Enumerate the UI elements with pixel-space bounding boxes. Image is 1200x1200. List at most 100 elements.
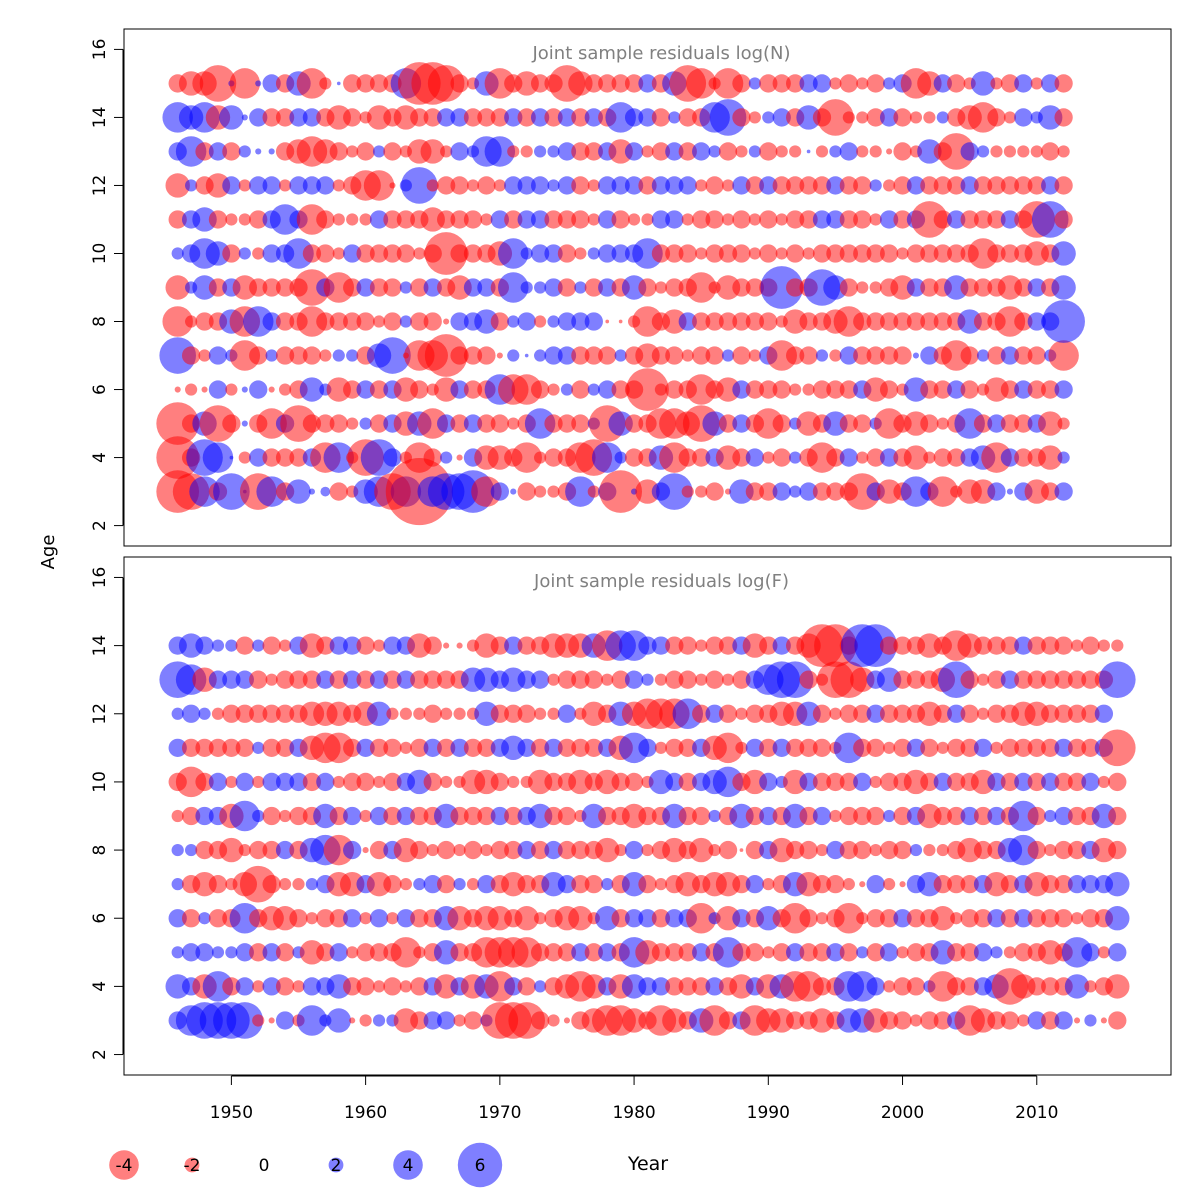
residual-bubble bbox=[654, 281, 668, 294]
residual-bubble bbox=[547, 315, 560, 328]
residual-bubble bbox=[933, 448, 952, 467]
residual-bubble bbox=[504, 636, 523, 655]
residual-bubble bbox=[156, 402, 200, 445]
residual-bubble bbox=[178, 633, 204, 658]
residual-bubble bbox=[171, 247, 184, 260]
residual-bubble bbox=[507, 417, 520, 430]
residual-bubble bbox=[793, 971, 824, 1002]
residual-bubble bbox=[718, 1011, 738, 1030]
residual-bubble bbox=[745, 806, 765, 826]
panel-log-n: Joint sample residuals log(N) 2 4 6 8 10 12 14… bbox=[90, 28, 1172, 547]
residual-bubble bbox=[343, 909, 362, 928]
residual-bubble bbox=[732, 278, 751, 297]
residual-bubble bbox=[547, 707, 560, 720]
residual-bubble bbox=[839, 74, 858, 93]
size-legend: -4 -2 0 2 4 6 bbox=[109, 1142, 503, 1188]
residual-bubble bbox=[933, 176, 952, 195]
residual-bubble bbox=[799, 176, 818, 195]
residual-bubble bbox=[343, 108, 362, 127]
residual-bubble bbox=[695, 247, 708, 260]
residual-bubble bbox=[255, 148, 262, 155]
residual-bubble bbox=[383, 210, 402, 229]
residual-bubble bbox=[1000, 414, 1020, 433]
residual-bubble bbox=[903, 769, 929, 795]
residual-bubble bbox=[1054, 176, 1073, 195]
residual-bubble bbox=[638, 74, 657, 93]
residual-bubble bbox=[437, 840, 456, 860]
residual-bubble bbox=[1067, 875, 1087, 894]
residual-bubble bbox=[772, 108, 791, 127]
residual-bubble bbox=[520, 145, 533, 158]
residual-bubble bbox=[534, 349, 547, 362]
residual-bubble bbox=[1108, 1011, 1127, 1030]
residual-bubble bbox=[614, 843, 627, 857]
residual-bubble bbox=[511, 442, 542, 473]
residual-bubble bbox=[366, 701, 392, 726]
residual-bubble bbox=[168, 738, 187, 757]
residual-bubble bbox=[252, 741, 265, 754]
residual-bubble bbox=[973, 312, 993, 331]
residual-bubble bbox=[662, 309, 687, 334]
residual-bubble bbox=[401, 167, 438, 204]
residual-bubble bbox=[732, 670, 751, 689]
residual-bubble bbox=[275, 738, 295, 757]
residual-bubble bbox=[343, 670, 362, 689]
residual-bubble bbox=[759, 244, 778, 263]
residual-bubble bbox=[299, 633, 325, 658]
residual-bubble bbox=[471, 476, 502, 507]
residual-bubble bbox=[984, 871, 1009, 897]
residual-bubble bbox=[424, 334, 468, 377]
residual-bubble bbox=[534, 980, 547, 993]
residual-bubble bbox=[534, 315, 547, 328]
residual-bubble bbox=[356, 380, 375, 399]
residual-bubble bbox=[510, 488, 517, 495]
residual-bubble bbox=[987, 482, 1006, 501]
residual-bubble bbox=[672, 698, 704, 730]
residual-bubble bbox=[1054, 840, 1073, 860]
residual-bubble bbox=[863, 1008, 888, 1033]
residual-bubble bbox=[587, 485, 600, 498]
residual-bubble bbox=[289, 108, 308, 127]
residual-bubble bbox=[541, 871, 566, 897]
residual-bubble bbox=[587, 247, 600, 260]
residual-bubble bbox=[511, 374, 542, 405]
residual-bubble bbox=[225, 946, 238, 959]
residual-bubble bbox=[1054, 210, 1073, 229]
residual-bubble bbox=[423, 278, 442, 297]
residual-bubble bbox=[866, 704, 885, 723]
residual-bubble bbox=[678, 806, 697, 826]
y-tick-label: 8 bbox=[90, 316, 110, 327]
residual-bubble bbox=[208, 278, 228, 297]
residual-bubble bbox=[920, 380, 939, 399]
residual-bubble bbox=[997, 275, 1023, 300]
residual-bubble bbox=[1054, 380, 1073, 399]
residual-bubble bbox=[1000, 74, 1020, 93]
residual-bubble bbox=[252, 809, 265, 823]
residual-bubble bbox=[198, 912, 211, 925]
residual-bubble bbox=[826, 840, 845, 860]
residual-bubble bbox=[708, 809, 721, 823]
residual-bubble bbox=[343, 738, 362, 757]
y-tick-label: 6 bbox=[90, 913, 110, 924]
residual-bubble bbox=[171, 809, 184, 823]
residual-bubble bbox=[229, 68, 261, 99]
residual-bubble bbox=[812, 74, 832, 93]
residual-bubble bbox=[712, 732, 744, 764]
residual-bubble bbox=[976, 707, 990, 720]
residual-bubble bbox=[930, 906, 956, 931]
residual-bubble bbox=[262, 806, 281, 826]
residual-bubble bbox=[853, 312, 872, 331]
residual-bubble bbox=[812, 772, 832, 792]
residual-bubble bbox=[463, 108, 483, 127]
residual-bubble bbox=[222, 977, 241, 996]
residual-bubble bbox=[249, 176, 268, 195]
residual-bubble bbox=[1030, 77, 1043, 90]
residual-bubble bbox=[712, 937, 744, 968]
residual-bubble bbox=[799, 909, 818, 928]
residual-bubble bbox=[721, 179, 735, 192]
residual-bubble bbox=[879, 909, 899, 928]
residual-bubble bbox=[1064, 974, 1090, 999]
residual-bubble bbox=[343, 772, 362, 792]
residual-bubble bbox=[812, 738, 832, 757]
residual-bubble bbox=[208, 909, 228, 928]
